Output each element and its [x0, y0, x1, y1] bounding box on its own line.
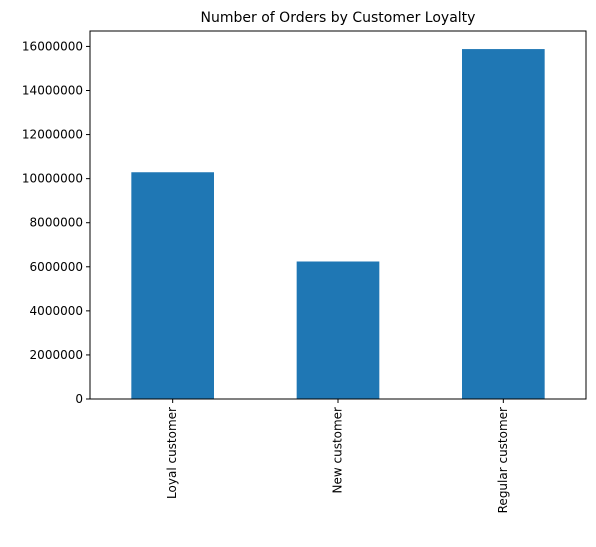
y-tick-label: 2000000: [30, 348, 83, 362]
y-axis: 0 2000000 4000000 6000000 8000000 10000000 120…: [22, 39, 90, 406]
chart-title: Number of Orders by Customer Loyalty: [201, 10, 476, 26]
bar-regular-customer: [462, 49, 545, 400]
y-tick-label: 14000000: [22, 83, 83, 97]
y-tick-label: 12000000: [22, 128, 83, 142]
y-tick-label: 0: [75, 392, 83, 406]
y-tick-label: 8000000: [30, 216, 83, 230]
x-tick-label: Loyal customer: [165, 407, 179, 499]
x-axis: Loyal customer New customer Regular custom…: [165, 399, 510, 513]
x-tick-label: New customer: [331, 407, 345, 494]
bars-group: [131, 49, 545, 400]
y-tick-label: 6000000: [30, 260, 83, 274]
plot-frame: [89, 30, 587, 400]
y-tick-label: 16000000: [22, 39, 83, 53]
bar-loyal-customer: [131, 172, 214, 399]
y-tick-label: 4000000: [30, 304, 83, 318]
x-tick-label: Regular customer: [496, 407, 510, 513]
y-tick-label: 10000000: [22, 172, 83, 186]
bar-new-customer: [296, 261, 380, 399]
